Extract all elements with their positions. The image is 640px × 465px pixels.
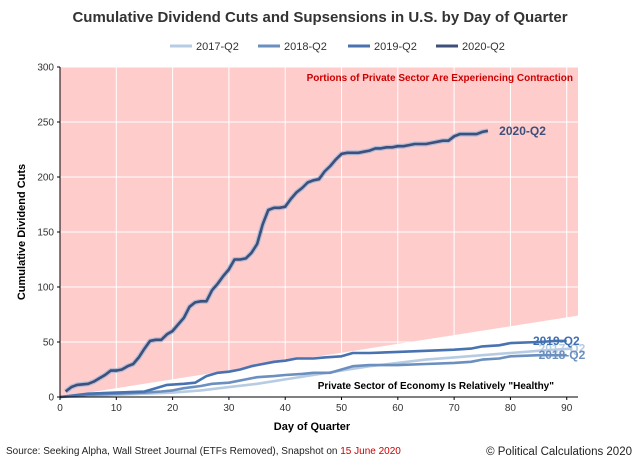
x-tick-label: 20 (167, 403, 179, 414)
y-tick-label: 50 (43, 338, 55, 349)
legend-label: 2017-Q2 (196, 41, 239, 53)
x-axis-label: Day of Quarter (274, 421, 351, 433)
series-label-2019-q2: 2019-Q2 (533, 334, 580, 348)
y-tick-label: 300 (37, 63, 54, 74)
chart-title: Cumulative Dividend Cuts and Supsensions… (72, 9, 567, 26)
y-tick-label: 100 (37, 283, 54, 294)
x-tick-label: 90 (561, 403, 573, 414)
series-line-2018-q2 (59, 353, 567, 399)
y-tick-label: 250 (37, 118, 54, 129)
series-label-2018-q2: 2018-Q2 (539, 348, 586, 362)
x-tick-label: 50 (336, 403, 348, 414)
y-tick-label: 200 (37, 173, 54, 184)
x-tick-label: 80 (505, 403, 517, 414)
source-text: Source: Seeking Alpha, Wall Street Journ… (6, 446, 341, 457)
legend-label: 2020-Q2 (462, 41, 505, 53)
series-label-2017-q2: 2017-Q2 (539, 342, 586, 356)
legend-item-2019-q2: 2019-Q2 (348, 41, 417, 53)
series-line-2019-q2 (59, 339, 567, 399)
legend-item-2018-q2: 2018-Q2 (258, 41, 327, 53)
gridlines (60, 66, 578, 397)
y-axis-label: Cumulative Dividend Cuts (16, 164, 28, 300)
legend-item-2017-q2: 2017-Q2 (170, 41, 239, 53)
series-lines (59, 128, 573, 399)
x-tick-label: 30 (223, 403, 235, 414)
series-label-2020-q2: 2020-Q2 (499, 124, 546, 138)
y-tick-label: 0 (48, 393, 54, 404)
x-tick-label: 70 (449, 403, 461, 414)
legend-label: 2018-Q2 (284, 41, 327, 53)
legend: 2017-Q2 2018-Q2 2019-Q2 2020-Q2 (170, 41, 505, 53)
annotation-contraction: Portions of Private Sector Are Experienc… (307, 73, 573, 84)
tick-labels: 0 10 20 30 40 50 60 70 80 90 0 50 100 150 200 250 300 (37, 63, 572, 415)
x-tick-label: 0 (57, 403, 63, 414)
x-tick-label: 10 (111, 403, 123, 414)
snapshot-date: 15 June 2020 (340, 446, 401, 457)
series-line-2020-q2 (64, 129, 489, 393)
x-tick-label: 40 (280, 403, 292, 414)
x-tick-label: 60 (392, 403, 404, 414)
annotation-healthy: Private Sector of Economy Is Relatively … (318, 381, 554, 392)
copyright: © Political Calculations 2020 (486, 446, 632, 458)
legend-label: 2019-Q2 (374, 41, 417, 53)
source-note: Source: Seeking Alpha, Wall Street Journ… (6, 446, 401, 457)
legend-item-2020-q2: 2020-Q2 (436, 41, 505, 53)
y-tick-label: 150 (37, 228, 54, 239)
